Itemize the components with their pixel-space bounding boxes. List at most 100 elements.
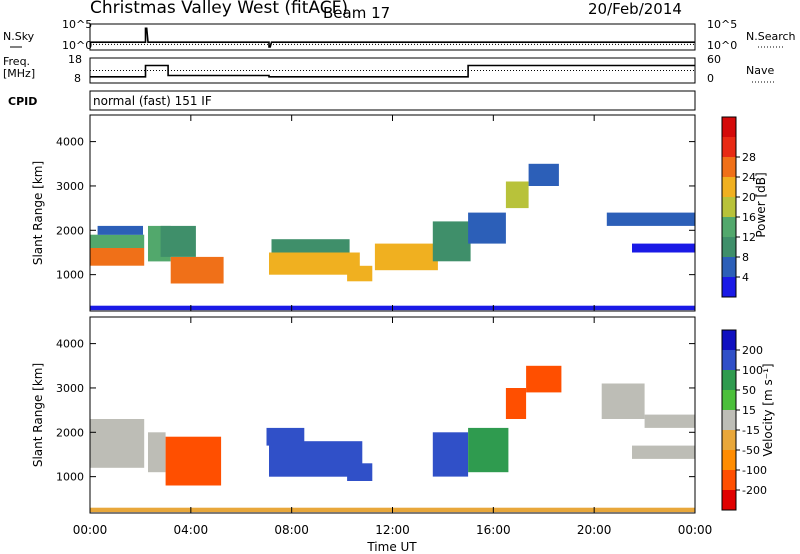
velocity-ytick-label: 1000: [56, 471, 84, 484]
power-colorbar-swatch: [722, 117, 736, 137]
velocity-colorbar-label: Velocity [m s⁻¹]: [761, 363, 775, 456]
power-ytick-label: 2000: [56, 224, 84, 237]
power-colorbar-frame: [721, 116, 737, 298]
velocity-colorbar-label: -50: [742, 444, 760, 457]
power-colorbar-label: 16: [742, 211, 756, 224]
velocity-cell: [632, 445, 695, 459]
power-colorbar-swatch: [722, 177, 736, 197]
power-colorbar-label: 24: [742, 171, 756, 184]
velocity-ytick-label: 3000: [56, 382, 84, 395]
power-cell: [90, 234, 145, 248]
velocity-cell: [148, 432, 166, 473]
power-colorbar-swatch: [722, 277, 736, 297]
time-tick-label: 20:00: [577, 523, 612, 537]
cpid-frame: [89, 90, 696, 111]
noise-panel: N.Sky 10^5 10^0 10^5 10^0 N.Search: [3, 18, 796, 52]
freq-label-2: [MHz]: [3, 67, 35, 80]
velocity-colorbar-label: 15: [742, 404, 756, 417]
power-cell: [269, 252, 360, 275]
nsky-label: N.Sky: [3, 30, 35, 43]
power-cell: [505, 181, 529, 209]
power-ytick-label: 4000: [56, 136, 84, 149]
velocity-cell: [269, 441, 363, 477]
power-colorbar-label: Power [dB]: [754, 172, 768, 237]
cpid-panel: CPID normal (fast) 151 IF: [8, 90, 696, 111]
power-cell: [160, 225, 196, 257]
date-label: 20/Feb/2014: [588, 0, 682, 18]
power-cell: [170, 256, 224, 284]
velocity-colorbar-swatch: [722, 330, 736, 350]
velocity-colorbar-frame: [721, 329, 737, 511]
beam-label: Beam 17: [323, 4, 390, 22]
nave-tick-bottom: 0: [707, 72, 714, 85]
time-tick-label: 16:00: [476, 523, 511, 537]
time-tick-label: 08:00: [274, 523, 309, 537]
power-cell: [374, 243, 438, 271]
velocity-colorbar-label: 100: [742, 364, 763, 377]
power-colorbar-swatch: [722, 137, 736, 157]
velocity-colorbar-label: 200: [742, 344, 763, 357]
velocity-colorbar-swatch: [722, 350, 736, 370]
frequency-panel: Freq. [MHz] 18 8 60 0 Nave: [3, 53, 775, 85]
power-cell: [528, 163, 559, 186]
power-cell: [271, 239, 350, 253]
power-colorbar-swatch: [722, 257, 736, 277]
cpid-segment-text: normal (fast) 151 IF: [93, 94, 212, 108]
power-cell: [432, 221, 471, 262]
power-colorbar-swatch: [722, 157, 736, 177]
station-title: Christmas Valley West (fitACF): [90, 0, 348, 18]
velocity-colorbar-label: 50: [742, 384, 756, 397]
power-cell: [632, 243, 695, 253]
frequency-series-0: [90, 64, 695, 78]
time-axis-label: Time UT: [366, 540, 417, 554]
power-ytick-label: 3000: [56, 180, 84, 193]
power-colorbar-label: 28: [742, 151, 756, 164]
velocity-cell: [644, 414, 695, 428]
noise-right-tick-top: 10^5: [707, 18, 737, 31]
time-tick-label: 12:00: [375, 523, 410, 537]
velocity-ytick-label: 2000: [56, 426, 84, 439]
velocity-ytick-label: 4000: [56, 338, 84, 351]
nave-label: Nave: [746, 64, 774, 77]
cpid-label: CPID: [8, 95, 37, 108]
noise-left-tick-top: 10^5: [62, 18, 92, 31]
power-colorbar-swatch: [722, 237, 736, 257]
noise-right-tick-bottom: 10^0: [707, 39, 737, 52]
power-colorbar-label: 20: [742, 191, 756, 204]
power-cell: [468, 212, 506, 244]
noise-frame: [89, 23, 696, 51]
power-colorbar-label: 8: [742, 251, 749, 264]
freq-label-1: Freq.: [3, 55, 30, 68]
time-tick-label: 00:00: [73, 523, 108, 537]
velocity-cell: [90, 419, 145, 468]
power-colorbar-label: 4: [742, 271, 749, 284]
velocity-cell: [601, 383, 645, 419]
time-tick-label: 00:00: [678, 523, 713, 537]
velocity-colorbar-label: -200: [742, 484, 767, 497]
freq-tick-bottom: 8: [74, 72, 81, 85]
velocity-cell: [468, 427, 509, 473]
time-tick-label: 04:00: [174, 523, 209, 537]
velocity-colorbar-swatch: [722, 410, 736, 430]
nsearch-label: N.Search: [746, 30, 796, 43]
power-cell: [606, 212, 695, 226]
power-colorbar-label: 12: [742, 231, 756, 244]
velocity-cell: [165, 436, 222, 486]
velocity-colorbar-swatch: [722, 470, 736, 490]
velocity-cell: [526, 365, 562, 393]
velocity-colorbar-label: -15: [742, 424, 760, 437]
power-ytick-label: 1000: [56, 269, 84, 282]
velocity-cell: [432, 432, 469, 477]
velocity-colorbar-swatch: [722, 390, 736, 410]
velocity-colorbar-swatch: [722, 370, 736, 390]
velocity-colorbar-swatch: [722, 450, 736, 470]
velocity-cell: [347, 463, 373, 481]
noise-left-tick-bottom: 10^0: [62, 39, 92, 52]
power-panel: 1000 2000 3000 4000 Slant Range [km] 4 8 12 16…: [31, 114, 768, 312]
velocity-colorbar-swatch: [722, 430, 736, 450]
power-cell: [97, 225, 143, 235]
velocity-cell: [505, 388, 527, 419]
nave-tick-top: 60: [707, 53, 721, 66]
velocity-colorbar-swatch: [722, 490, 736, 510]
